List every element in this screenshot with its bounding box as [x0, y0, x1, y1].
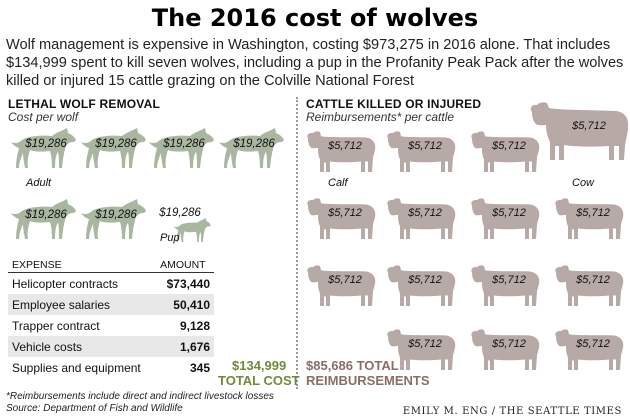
- pup-label: Pup: [160, 232, 180, 244]
- wolf-section-subheading: Cost per wolf: [8, 110, 79, 124]
- expense-label: Supplies and equipment: [12, 360, 141, 375]
- table-row: Supplies and equipment 345: [8, 357, 214, 378]
- wolf-icon: [149, 128, 214, 168]
- expense-label: Trapper contract: [12, 318, 100, 333]
- wolf-cost-label: $19,286: [25, 138, 67, 150]
- expense-column-header: EXPENSE: [8, 258, 157, 273]
- calf-icon: [307, 131, 376, 172]
- footnote-reimbursements: *Reimbursements include direct and indir…: [6, 391, 274, 402]
- expense-table: EXPENSE AMOUNT Helicopter contracts $73,…: [8, 258, 214, 378]
- calf-icon: [387, 265, 456, 306]
- table-row: Employee salaries 50,410: [8, 294, 214, 315]
- expense-label: Vehicle costs: [8, 336, 157, 357]
- wolf-icon: [219, 128, 284, 168]
- table-row: Trapper contract 9,128: [8, 315, 214, 336]
- table-row: Helicopter contracts $73,440: [8, 273, 214, 295]
- cattle-section-subheading: Reimbursements* per cattle: [306, 110, 455, 124]
- cattle-total-amount: $85,686 TOTAL: [306, 358, 399, 373]
- cattle-reimbursement-label: $5,712: [576, 338, 610, 350]
- expense-amount: 345: [189, 360, 210, 375]
- source-note: Source: Department of Fish and Wildlife: [6, 403, 183, 414]
- calf-icon: [387, 131, 456, 172]
- calf-icon: [307, 198, 376, 239]
- section-divider: [296, 97, 298, 389]
- wolf-cost-label: $19,286: [25, 209, 67, 221]
- wolf-section-heading: LETHAL WOLF REMOVAL: [8, 97, 161, 111]
- calf-icon: [471, 329, 540, 370]
- cattle-reimbursement-label: $5,712: [492, 338, 526, 350]
- calf-icon: [387, 198, 456, 239]
- page-title: The 2016 cost of wolves: [151, 4, 479, 32]
- wolf-icon: [11, 128, 76, 168]
- cattle-reimbursement-label: $5,712: [576, 274, 610, 286]
- cow-label: Cow: [572, 177, 595, 189]
- calf-label: Calf: [328, 177, 348, 189]
- cattle-reimbursement-label: $5,712: [572, 120, 606, 132]
- footnote: *Reimbursements include direct and indir…: [6, 391, 274, 415]
- adult-label: Adult: [26, 177, 52, 189]
- wolf-total-amount: $134,999: [232, 358, 287, 373]
- calf-icon: [471, 198, 540, 239]
- amount-column-header: AMOUNT: [156, 258, 214, 273]
- wolf-total-label: TOTAL COST: [218, 373, 300, 388]
- wolf-cost-label: $19,286: [159, 207, 201, 219]
- calf-icon: [387, 329, 456, 370]
- expense-amount: 50,410: [156, 294, 214, 315]
- wolf-cost-label: $19,286: [95, 209, 137, 221]
- calf-icon: [307, 265, 376, 306]
- byline: EMILY M. ENG / THE SEATTLE TIMES: [402, 406, 622, 417]
- cattle-reimbursement-label: $5,712: [328, 140, 362, 152]
- expense-label: Employee salaries: [8, 294, 157, 315]
- calf-icon: [555, 265, 624, 306]
- calf-icon: [555, 329, 624, 370]
- cow-icon: [530, 102, 628, 160]
- table-row: Vehicle costs 1,676: [8, 336, 214, 357]
- expense-amount: $73,440: [166, 276, 210, 291]
- cattle-reimbursement-label: $5,712: [328, 274, 362, 286]
- intro-text: Wolf management is expensive in Washingt…: [6, 37, 624, 89]
- wolf-icon: [81, 199, 146, 239]
- cattle-reimbursement-label: $5,712: [492, 140, 526, 152]
- cattle-section-heading: CATTLE KILLED OR INJURED: [306, 97, 482, 111]
- cattle-reimbursement-label: $5,712: [408, 338, 442, 350]
- cattle-reimbursement-label: $5,712: [408, 207, 442, 219]
- wolf-cost-label: $19,286: [233, 138, 275, 150]
- cattle-reimbursement-label: $5,712: [492, 274, 526, 286]
- cattle-total-label: REIMBURSEMENTS: [306, 373, 430, 388]
- calf-icon: [555, 198, 624, 239]
- cattle-reimbursement-label: $5,712: [576, 207, 610, 219]
- wolf-pup-icon: [173, 218, 211, 242]
- wolf-cost-label: $19,286: [95, 138, 137, 150]
- wolf-icon: [11, 199, 76, 239]
- wolf-cost-label: $19,286: [163, 138, 205, 150]
- calf-icon: [471, 265, 540, 306]
- cattle-reimbursement-label: $5,712: [408, 274, 442, 286]
- expense-amount: 1,676: [156, 336, 214, 357]
- calf-icon: [471, 131, 540, 172]
- cattle-reimbursement-label: $5,712: [492, 207, 526, 219]
- cattle-reimbursement-label: $5,712: [328, 207, 362, 219]
- cattle-reimbursement-label: $5,712: [408, 140, 442, 152]
- expense-amount: 9,128: [179, 318, 210, 333]
- expense-label: Helicopter contracts: [12, 276, 119, 291]
- expense-table-header: EXPENSE AMOUNT: [8, 258, 214, 273]
- wolf-icon: [81, 128, 146, 168]
